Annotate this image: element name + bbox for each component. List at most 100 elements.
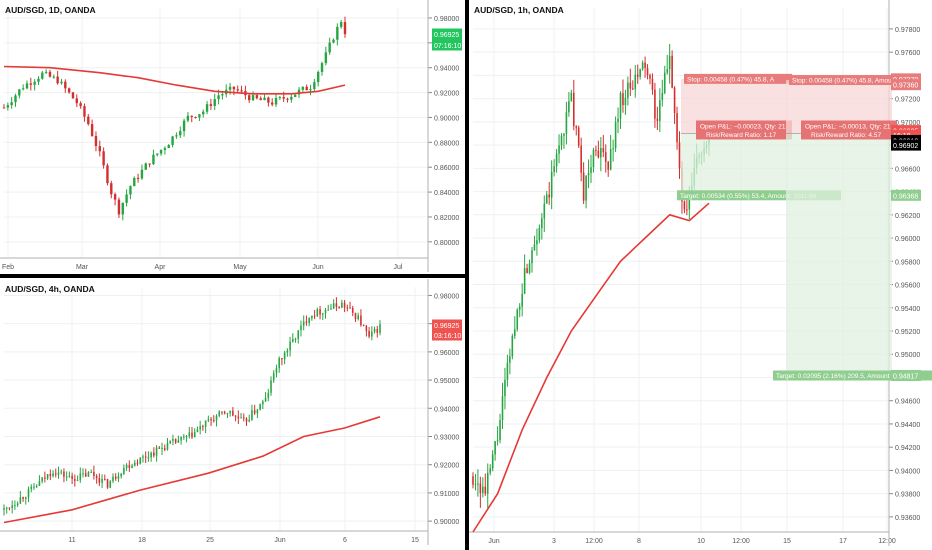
- candle-body: [54, 473, 57, 475]
- countdown-tag: 07:16:10: [434, 43, 461, 50]
- candle-body: [548, 194, 551, 198]
- candle-body: [553, 166, 555, 172]
- candle-body: [264, 397, 267, 402]
- candle-body: [150, 452, 152, 458]
- candle-body: [22, 497, 24, 499]
- candle-body: [251, 410, 253, 420]
- candle-body: [79, 103, 82, 107]
- candle-body: [289, 341, 291, 351]
- candle-body: [202, 426, 204, 428]
- candle-body: [341, 302, 343, 308]
- candle-body: [528, 263, 531, 273]
- candle-body: [87, 471, 90, 477]
- x-tick-label: Jun: [274, 537, 285, 544]
- candle-body: [612, 148, 614, 150]
- y-tick-label: 0.97000: [895, 120, 920, 127]
- candle-body: [313, 315, 316, 317]
- candle-body: [651, 78, 654, 90]
- candle-body: [240, 90, 243, 92]
- candle-body: [232, 86, 236, 90]
- y-tick-label: 0.94400: [895, 422, 920, 429]
- candle-body: [87, 116, 90, 125]
- candle-body: [290, 96, 293, 100]
- candle-body: [614, 122, 617, 149]
- four-hour-chart[interactable]: 0.980000.970000.960000.950000.940000.930…: [0, 279, 466, 550]
- candle-body: [117, 476, 120, 479]
- candle-body: [163, 447, 166, 450]
- y-tick-label: 0.96200: [895, 213, 920, 220]
- candle-body: [215, 415, 218, 421]
- candle-body: [301, 86, 305, 90]
- candle-body: [511, 336, 514, 357]
- y-tick-label: 0.80000: [434, 240, 459, 247]
- candle-body: [332, 39, 335, 43]
- candle-body: [82, 473, 84, 475]
- candle-body: [281, 358, 283, 360]
- candle-body: [509, 356, 511, 363]
- candle-body: [48, 71, 52, 77]
- candle-body: [256, 409, 259, 414]
- candle-body: [65, 476, 68, 478]
- candle-body: [163, 148, 167, 150]
- candle-body: [636, 74, 639, 77]
- pane-divider-horizontal[interactable]: [0, 274, 466, 278]
- hourly-chart-pane[interactable]: 0.978000.976000.974000.972000.970000.968…: [469, 0, 932, 550]
- candle-body: [343, 302, 346, 308]
- candle-body: [267, 97, 270, 103]
- candle-body: [16, 503, 19, 506]
- candle-body: [166, 443, 169, 450]
- candle-body: [188, 432, 191, 437]
- candle-body: [536, 240, 538, 245]
- candle-body: [236, 89, 239, 91]
- candle-body: [474, 484, 477, 486]
- candle-body: [506, 362, 509, 380]
- candle-body: [240, 417, 242, 419]
- candle-body: [83, 106, 86, 117]
- candle-body: [656, 118, 659, 121]
- candle-body: [297, 330, 300, 339]
- pnl-label: Open P&L: −0.00013, Qty: 21: [805, 123, 891, 130]
- pnl-label-bg: [801, 120, 897, 140]
- target-label-bg: [677, 190, 841, 201]
- daily-chart[interactable]: 0.980000.960000.940000.920000.900000.880…: [0, 0, 466, 275]
- risk-reward-label: Risk/Reward Ratio: 4.57: [811, 132, 881, 139]
- candle-body: [60, 471, 63, 473]
- candle-body: [659, 100, 661, 121]
- x-tick-label: 15: [411, 537, 419, 544]
- candle-body: [376, 329, 379, 333]
- candle-body: [251, 95, 255, 101]
- candle-body: [125, 465, 128, 469]
- chart-title: AUD/SGD, 1h, OANDA: [474, 5, 564, 15]
- stop-label: Stop: 0.00458 (0.47%) 45.8, Amount: [792, 78, 897, 85]
- candle-body: [486, 472, 489, 494]
- candle-body: [666, 69, 669, 73]
- candle-body: [41, 477, 43, 482]
- candle-body: [316, 309, 319, 317]
- candle-body: [191, 432, 193, 438]
- x-tick-label: 8: [637, 538, 641, 545]
- candle-body: [253, 410, 256, 414]
- candle-body: [98, 146, 101, 152]
- hourly-chart[interactable]: 0.978000.976000.974000.972000.970000.968…: [469, 0, 932, 550]
- four-hour-chart-pane[interactable]: 0.980000.970000.960000.950000.940000.930…: [0, 279, 466, 550]
- x-tick-label: Jul: [394, 264, 403, 271]
- candle-body: [198, 114, 201, 118]
- candle-body: [582, 172, 585, 201]
- candle-body: [5, 507, 8, 509]
- candle-body: [217, 95, 220, 100]
- daily-chart-pane[interactable]: 0.980000.960000.940000.920000.900000.880…: [0, 0, 466, 275]
- candle-body: [110, 183, 113, 195]
- y-tick-label: 0.90000: [434, 115, 459, 122]
- candle-body: [602, 148, 605, 153]
- candle-body: [351, 307, 354, 313]
- candle-body: [30, 486, 33, 490]
- chart-title: AUD/SGD, 4h, OANDA: [5, 284, 95, 294]
- candle-body: [159, 149, 163, 154]
- candle-body: [482, 486, 484, 494]
- y-tick-label: 0.93800: [895, 492, 920, 499]
- candle-body: [129, 186, 132, 195]
- candle-body: [24, 497, 27, 499]
- last-price-tag: 0.96925: [434, 32, 459, 39]
- pane-divider-vertical[interactable]: [465, 0, 469, 550]
- y-tick-label: 0.95400: [895, 306, 920, 313]
